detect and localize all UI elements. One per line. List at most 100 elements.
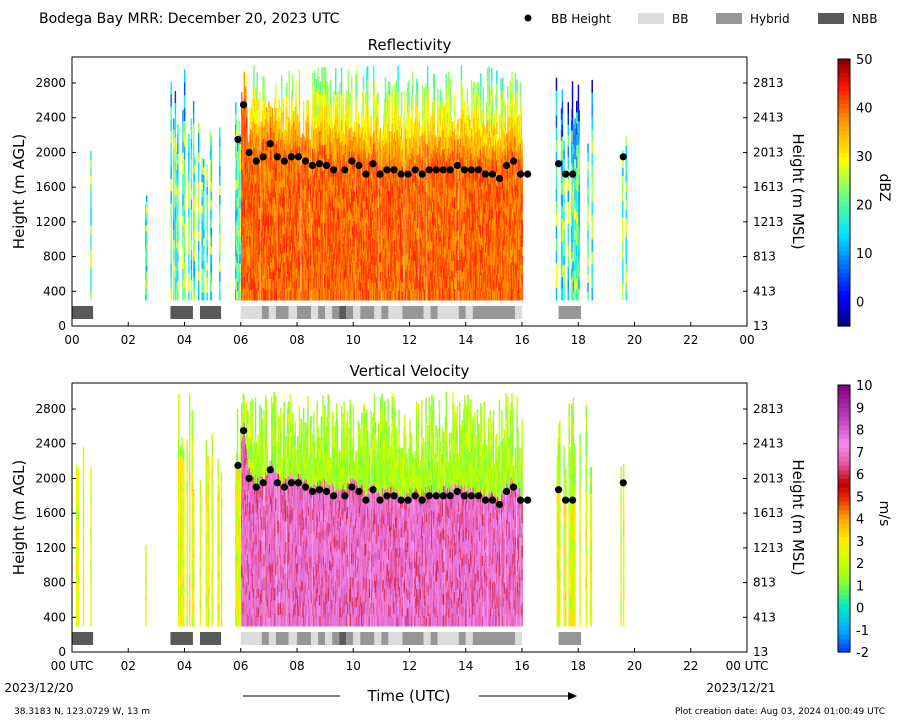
heatmap-cell <box>455 235 458 246</box>
heatmap-cell <box>377 103 379 116</box>
heatmap-cell <box>405 269 407 281</box>
heatmap-cell <box>346 211 349 224</box>
heatmap-cell <box>343 245 345 255</box>
heatmap-cell <box>452 281 454 292</box>
heatmap-cell <box>438 161 441 173</box>
heatmap-cell <box>279 203 281 215</box>
heatmap-cell <box>423 146 425 160</box>
heatmap-cell <box>435 191 437 201</box>
heatmap-cell <box>324 222 327 236</box>
heatmap-cell <box>297 114 299 126</box>
heatmap-cell <box>307 238 309 250</box>
heatmap-cell <box>305 139 307 150</box>
heatmap-cell <box>293 280 296 291</box>
heatmap-cell <box>447 185 449 197</box>
heatmap-cell <box>357 279 360 291</box>
heatmap-cell <box>383 255 386 267</box>
heatmap-cell <box>360 247 362 257</box>
heatmap-cell <box>183 210 186 224</box>
heatmap-cell <box>270 159 273 170</box>
heatmap-cell <box>375 221 377 233</box>
heatmap-cell <box>255 217 258 230</box>
heatmap-cell <box>340 170 343 185</box>
heatmap-cell <box>327 229 329 242</box>
heatmap-cell <box>351 243 354 254</box>
heatmap-cell <box>355 274 357 288</box>
heatmap-cell <box>338 195 340 208</box>
heatmap-cell <box>355 174 357 188</box>
heatmap-cell <box>370 187 372 198</box>
heatmap-cell <box>272 225 274 236</box>
heatmap-cell <box>395 238 398 252</box>
heatmap-cell <box>371 208 373 219</box>
heatmap-cell <box>245 74 247 88</box>
heatmap-cell <box>427 217 430 230</box>
heatmap-cell <box>442 172 445 184</box>
heatmap-cell <box>421 290 423 301</box>
heatmap-cell <box>350 246 352 257</box>
heatmap-cell <box>436 169 438 179</box>
heatmap-cell <box>236 290 239 301</box>
heatmap-cell <box>262 175 264 189</box>
heatmap-cell <box>361 102 364 115</box>
heatmap-cell <box>294 214 296 226</box>
heatmap-cell <box>336 219 339 232</box>
heatmap-cell <box>367 273 369 288</box>
heatmap-cell <box>329 258 331 270</box>
heatmap-cell <box>309 282 312 292</box>
heatmap-cell <box>346 189 349 202</box>
heatmap-cell <box>324 66 327 81</box>
heatmap-cell <box>325 251 328 264</box>
heatmap-cell <box>373 214 376 228</box>
heatmap-cell <box>145 278 147 285</box>
heatmap-cell <box>345 160 348 173</box>
heatmap-cell <box>203 213 205 223</box>
heatmap-cell <box>345 90 348 103</box>
heatmap-cell <box>318 213 320 226</box>
heatmap-cell <box>260 180 263 192</box>
heatmap-cell <box>353 260 355 271</box>
heatmap-cell <box>403 160 405 173</box>
heatmap-cell <box>170 275 172 289</box>
heatmap-cell <box>407 263 409 277</box>
heatmap-cell <box>465 217 468 229</box>
heatmap-cell <box>356 247 359 257</box>
heatmap-cell <box>383 288 386 301</box>
heatmap-cell <box>437 114 440 126</box>
heatmap-cell <box>432 157 434 169</box>
heatmap-cell <box>275 179 277 193</box>
heatmap-cell <box>259 207 261 220</box>
heatmap-cell <box>422 247 425 257</box>
heatmap-cell <box>393 178 395 190</box>
heatmap-cell <box>457 259 459 271</box>
heatmap-cell <box>332 156 334 167</box>
heatmap-cell <box>170 130 172 143</box>
heatmap-cell <box>422 238 425 248</box>
heatmap-cell <box>395 129 398 142</box>
heatmap-cell <box>273 248 275 260</box>
heatmap-cell <box>396 239 398 251</box>
heatmap-cell <box>374 291 377 301</box>
heatmap-cell <box>269 117 271 129</box>
heatmap-cell <box>190 118 193 129</box>
heatmap-cell <box>235 146 237 158</box>
heatmap-cell <box>274 243 276 256</box>
heatmap-cell <box>409 188 411 200</box>
heatmap-cell <box>325 141 328 155</box>
heatmap-cell <box>203 158 205 168</box>
heatmap-cell <box>172 229 175 241</box>
heatmap-cell <box>277 118 280 130</box>
heatmap-cell <box>304 140 307 151</box>
heatmap-cell <box>296 256 298 268</box>
heatmap-cell <box>374 203 377 213</box>
heatmap-cell <box>247 220 249 231</box>
heatmap-cell <box>401 282 404 292</box>
heatmap-cell <box>447 123 449 135</box>
heatmap-cell <box>365 149 367 162</box>
heatmap-cell <box>307 228 309 240</box>
heatmap-cell <box>401 184 404 194</box>
heatmap-cell <box>307 177 309 188</box>
heatmap-cell <box>400 196 403 209</box>
heatmap-cell <box>307 289 309 301</box>
heatmap-cell <box>450 145 452 157</box>
